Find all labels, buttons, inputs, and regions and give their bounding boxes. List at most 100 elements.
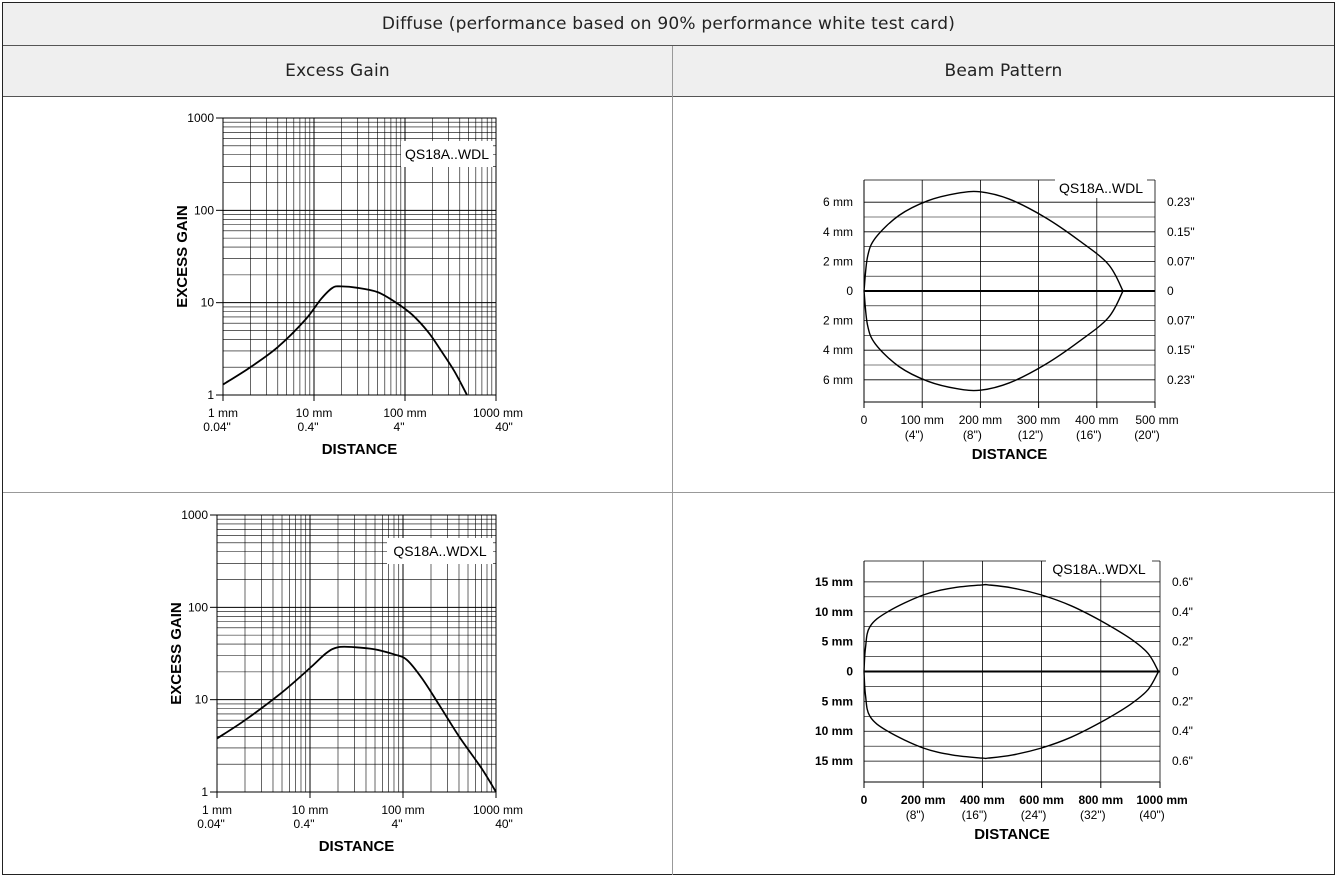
y-tick-label: 100 [194,203,214,217]
x-tick-label-mm: 1000 mm [473,803,523,817]
beam-envelope-lower [863,290,1124,392]
y-tick-label-right: 0 [1167,284,1174,298]
x-tick-label-mm: 10 mm [296,406,333,420]
x-tick-label-mm: 500 mm [1135,413,1178,427]
y-tick-label: 10 [195,693,209,707]
x-tick-label-in: 4" [392,817,403,831]
beam-pattern-header: Beam Pattern [944,61,1063,81]
excess-gain-chart-QS18A..WDL: 1000 100 10 1 1 mm0.04" 10 mm0.4" 100 mm4" 1000… [174,111,523,458]
y-tick-label-right: 0.6" [1172,575,1193,589]
legend-label: QS18A..WDXL [1052,561,1146,577]
x-tick-label-in: (24") [1021,808,1047,822]
y-tick-label: 1000 [181,508,208,522]
x-axis-label: DISTANCE [319,838,395,855]
y-tick-label-right: 0.15" [1167,343,1195,357]
y-tick-label-left: 4 mm [823,225,853,239]
x-axis-label: DISTANCE [972,446,1048,463]
beam-envelope-upper [863,583,1160,672]
y-tick-label: 1000 [187,111,214,125]
y-axis-label: EXCESS GAIN [174,205,191,308]
x-tick-label-mm: 1 mm [208,406,238,420]
x-tick-label-mm: 100 mm [383,406,426,420]
y-tick-label-right: 0.23" [1167,373,1195,387]
x-axis-label: DISTANCE [974,826,1050,843]
x-tick-label-in: (40") [1139,808,1165,822]
beam-pattern-chart-QS18A..WDXL: 0 200 mm(8")400 mm(16")600 mm(24")800 mm(… [815,559,1193,843]
y-tick-label-right: 0.4" [1172,724,1193,738]
table-title: Diffuse (performance based on 90% perfor… [381,14,956,34]
column-header-excess-gain: Excess Gain [3,46,672,96]
legend-box [1046,559,1152,579]
y-tick-label-right: 0 [1172,665,1179,679]
y-axis-label: EXCESS GAIN [168,602,185,705]
y-tick-label-left: 10 mm [815,605,853,619]
beam-envelope-lower [863,671,1160,760]
x-tick-label-in: (12") [1018,428,1044,442]
beam-envelope-upper [863,190,1124,292]
x-tick-label-mm: 10 mm [292,803,329,817]
plot-frame [216,514,497,793]
divider [3,96,1334,97]
x-tick-label-mm: 1000 mm [473,406,523,420]
y-tick-label-left: 10 mm [815,724,853,738]
y-tick-label: 10 [201,296,215,310]
x-tick-label-mm: 400 mm [1075,413,1118,427]
y-tick-label-right: 0.15" [1167,225,1195,239]
excess-gain-curve [222,285,468,396]
y-tick-label-left: 15 mm [815,575,853,589]
x-tick-label-mm: 1000 mm [1136,793,1187,807]
table-title-row: Diffuse (performance based on 90% perfor… [3,3,1334,45]
divider [3,45,1334,46]
x-tick-label-in: 0.04" [203,420,231,434]
x-tick-label-mm: 0 [861,793,868,807]
y-tick-label-left: 2 mm [823,254,853,268]
y-tick-label-right: 0.07" [1167,254,1195,268]
x-tick-label-in: (8") [906,808,925,822]
x-tick-label-in: (32") [1080,808,1106,822]
x-tick-label-in: 0.04" [197,817,225,831]
legend-label: QS18A..WDL [1059,180,1143,196]
y-tick-label-right: 0.23" [1167,195,1195,209]
divider [3,492,1334,493]
y-tick-label-left: 2 mm [823,314,853,328]
y-tick-label-left: 15 mm [815,754,853,768]
x-tick-label-in: 0.4" [294,817,315,831]
x-tick-label-mm: 600 mm [1019,793,1064,807]
y-tick-label: 1 [201,785,208,799]
x-tick-label-mm: 100 mm [381,803,424,817]
x-tick-label-in: 40" [495,420,513,434]
y-tick-label-left: 5 mm [822,694,853,708]
x-tick-label-mm: 300 mm [1017,413,1060,427]
legend-box [1055,178,1147,198]
y-tick-label-left: 0 [846,665,853,679]
y-tick-label: 1 [207,388,214,402]
x-tick-label-in: 0.4" [298,420,319,434]
y-tick-label-right: 0.07" [1167,314,1195,328]
excess-gain-chart-QS18A..WDXL: 1000 100 10 1 1 mm0.04" 10 mm0.4" 100 mm4" 1000… [168,508,523,855]
excess-gain-curve [216,645,497,793]
legend-label: QS18A..WDXL [393,543,487,559]
legend-label: QS18A..WDL [405,146,489,162]
x-tick-label-in: 40" [495,817,513,831]
y-tick-label-right: 0.6" [1172,754,1193,768]
x-tick-label-mm: 200 mm [959,413,1002,427]
x-tick-label-mm: 200 mm [901,793,946,807]
y-tick-label-left: 5 mm [822,635,853,649]
y-tick-label-right: 0.2" [1172,694,1193,708]
divider [672,46,673,875]
beam-pattern-chart-QS18A..WDL: 0 100 mm(4") 200 mm(8") 300 mm(12") 400 mm(1… [823,178,1195,463]
column-header-beam-pattern: Beam Pattern [673,46,1334,96]
x-tick-label-in: (20") [1134,428,1160,442]
y-tick-label-left: 6 mm [823,195,853,209]
x-tick-label-in: (16") [1076,428,1102,442]
y-tick-label: 100 [188,600,208,614]
legend-box [387,538,493,564]
x-tick-label-mm: 400 mm [960,793,1005,807]
y-tick-label-left: 0 [846,284,853,298]
x-tick-label-mm: 100 mm [901,413,944,427]
x-tick-label-mm: 800 mm [1078,793,1123,807]
x-tick-label-in: (8") [963,428,982,442]
y-tick-label-right: 0.4" [1172,605,1193,619]
